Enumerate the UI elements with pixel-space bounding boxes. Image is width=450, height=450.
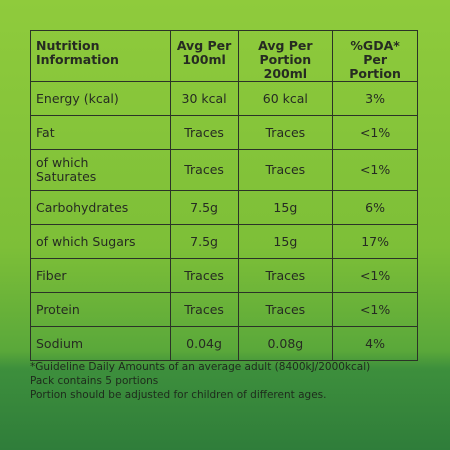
- value-cell: 7.5g: [169, 224, 239, 259]
- footnote: *Guideline Daily Amounts of an average a…: [30, 361, 371, 373]
- value-cell: Traces: [169, 292, 239, 327]
- nutrient-row: of which Saturates Traces Traces <1%: [30, 149, 418, 191]
- nutrient-row: Fat Traces Traces <1%: [30, 115, 418, 150]
- header-row: Nutrition Information Avg Per 100ml Avg Pe…: [30, 30, 418, 82]
- nutrient-name: Protein: [30, 292, 171, 327]
- footnotes: *Guideline Daily Amounts of an average a…: [30, 360, 440, 402]
- nutrient-row: Fiber Traces Traces <1%: [30, 258, 418, 293]
- value-cell: 17%: [332, 224, 418, 259]
- header-cell: Nutrition Information: [30, 30, 171, 82]
- value-cell: 30 kcal: [169, 81, 239, 116]
- nutrient-name: Sodium: [30, 326, 171, 361]
- header-cell: Avg Per Portion 200ml: [237, 30, 334, 82]
- nutrient-row: of which Sugars 7.5g 15g 17%: [30, 224, 418, 259]
- value-cell: Traces: [237, 115, 334, 150]
- footnote: Portion should be adjusted for children …: [30, 389, 327, 401]
- value-cell: 3%: [332, 81, 418, 116]
- nutrient-row: Protein Traces Traces <1%: [30, 292, 418, 327]
- value-cell: Traces: [237, 149, 334, 191]
- value-cell: Traces: [169, 149, 239, 191]
- value-cell: Traces: [237, 292, 334, 327]
- nutrient-name: Fat: [30, 115, 171, 150]
- nutrient-row: Sodium 0.04g 0.08g 4%: [30, 326, 418, 361]
- value-cell: 15g: [237, 224, 334, 259]
- value-cell: Traces: [237, 258, 334, 293]
- header-cell: Avg Per 100ml: [169, 30, 239, 82]
- value-cell: 6%: [332, 190, 418, 225]
- footnote: Pack contains 5 portions: [30, 375, 159, 387]
- value-cell: <1%: [332, 115, 418, 150]
- value-cell: 0.08g: [237, 326, 334, 361]
- nutrient-name: of which Saturates: [30, 149, 171, 191]
- value-cell: Traces: [169, 258, 239, 293]
- nutrient-name: Fiber: [30, 258, 171, 293]
- value-cell: <1%: [332, 258, 418, 293]
- nutrient-name: of which Sugars: [30, 224, 171, 259]
- value-cell: <1%: [332, 292, 418, 327]
- value-cell: 4%: [332, 326, 418, 361]
- value-cell: <1%: [332, 149, 418, 191]
- nutrient-row: Carbohydrates 7.5g 15g 6%: [30, 190, 418, 225]
- nutrient-name: Energy (kcal): [30, 81, 171, 116]
- nutrition-table: Nutrition Information Avg Per 100ml Avg Pe…: [30, 30, 418, 361]
- nutrient-row: Energy (kcal) 30 kcal 60 kcal 3%: [30, 81, 418, 116]
- header-cell: %GDA* Per Portion: [332, 30, 418, 82]
- value-cell: 15g: [237, 190, 334, 225]
- value-cell: 7.5g: [169, 190, 239, 225]
- nutrient-name: Carbohydrates: [30, 190, 171, 225]
- value-cell: 0.04g: [169, 326, 239, 361]
- value-cell: Traces: [169, 115, 239, 150]
- value-cell: 60 kcal: [237, 81, 334, 116]
